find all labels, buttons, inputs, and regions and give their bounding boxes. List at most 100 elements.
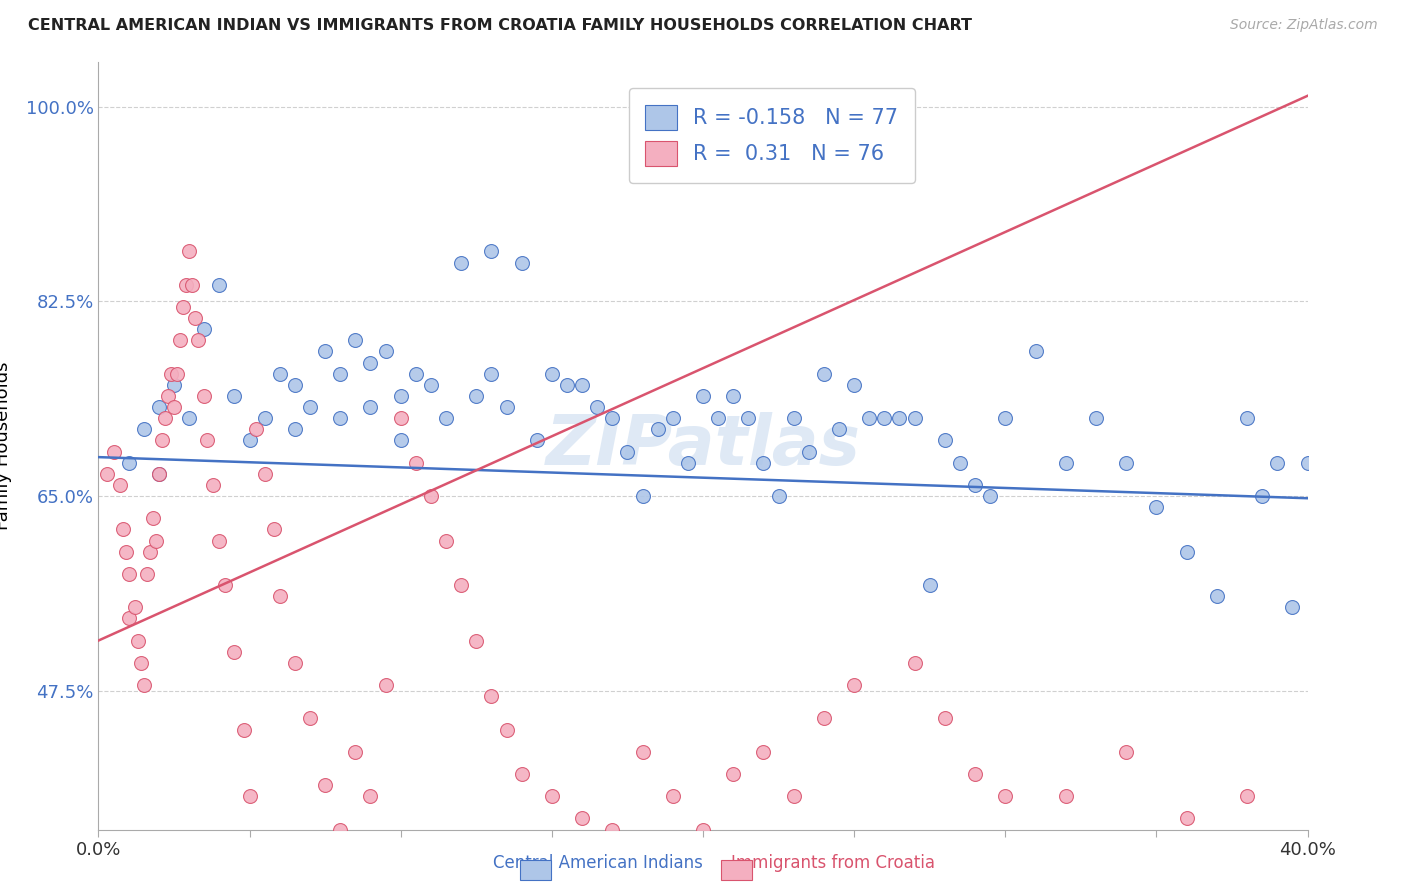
Point [148,400,170,414]
Point [172,300,194,314]
Point [150,434,173,448]
Point [1115,745,1137,759]
Point [148,467,170,481]
Point [329,411,352,425]
Point [934,711,956,725]
Legend: R = -0.158   N = 77, R =  0.31   N = 76: R = -0.158 N = 77, R = 0.31 N = 76 [628,88,915,183]
Point [692,389,714,403]
Point [1281,600,1303,615]
Point [434,411,457,425]
Point [111,522,134,536]
Point [661,411,683,425]
Point [540,367,562,381]
Point [179,244,201,259]
Point [389,434,412,448]
Point [844,678,866,692]
Point [174,277,197,292]
Point [124,600,146,615]
Point [314,344,336,359]
Point [314,778,336,792]
Point [965,478,987,492]
Point [284,422,307,436]
Point [1144,500,1167,515]
Point [405,367,427,381]
Point [193,389,215,403]
Point [163,400,186,414]
Point [465,633,488,648]
Point [647,422,669,436]
Point [1251,489,1274,503]
Point [389,411,412,425]
Point [208,533,231,548]
Point [1054,789,1077,804]
Point [156,389,179,403]
Point [263,522,285,536]
Point [269,367,291,381]
Point [299,400,322,414]
Point [783,411,806,425]
Point [284,377,307,392]
Point [344,334,367,348]
Point [692,822,714,837]
Point [481,244,503,259]
Point [202,478,225,492]
Point [184,311,207,326]
Point [329,822,352,837]
Text: CENTRAL AMERICAN INDIAN VS IMMIGRANTS FROM CROATIA FAMILY HOUSEHOLDS CORRELATION: CENTRAL AMERICAN INDIAN VS IMMIGRANTS FR… [28,18,972,33]
Point [1175,812,1198,826]
Point [965,767,987,781]
Point [269,589,291,603]
Point [450,255,472,269]
Point [631,489,654,503]
Point [360,400,382,414]
Point [129,656,152,670]
Point [214,578,236,592]
Point [405,456,427,470]
Point [179,411,201,425]
Point [616,444,638,458]
Point [239,434,262,448]
Point [389,389,412,403]
Point [723,389,745,403]
Point [208,277,231,292]
Point [707,411,730,425]
Point [1267,456,1289,470]
Point [858,411,880,425]
Point [661,789,683,804]
Point [994,789,1017,804]
Point [239,789,262,804]
Point [181,277,204,292]
Point [555,377,578,392]
Text: Immigrants from Croatia: Immigrants from Croatia [731,855,935,872]
Point [828,422,851,436]
Point [481,367,503,381]
Point [132,422,155,436]
Point [510,767,533,781]
Point [1115,456,1137,470]
Point [360,356,382,370]
Point [344,745,367,759]
Point [571,377,593,392]
Point [1085,411,1108,425]
Point [904,656,927,670]
Point [481,689,503,703]
Point [187,334,209,348]
Point [118,566,141,581]
Point [889,411,911,425]
Point [118,611,141,625]
Point [148,467,170,481]
Point [844,377,866,392]
Point [752,456,775,470]
Point [768,489,790,503]
Point [949,456,972,470]
Point [142,511,165,525]
Point [571,812,593,826]
Point [1206,589,1229,603]
Point [918,578,941,592]
Point [195,434,218,448]
Point [797,444,820,458]
Point [586,400,609,414]
Point [979,489,1001,503]
Point [873,411,896,425]
Point [96,467,118,481]
